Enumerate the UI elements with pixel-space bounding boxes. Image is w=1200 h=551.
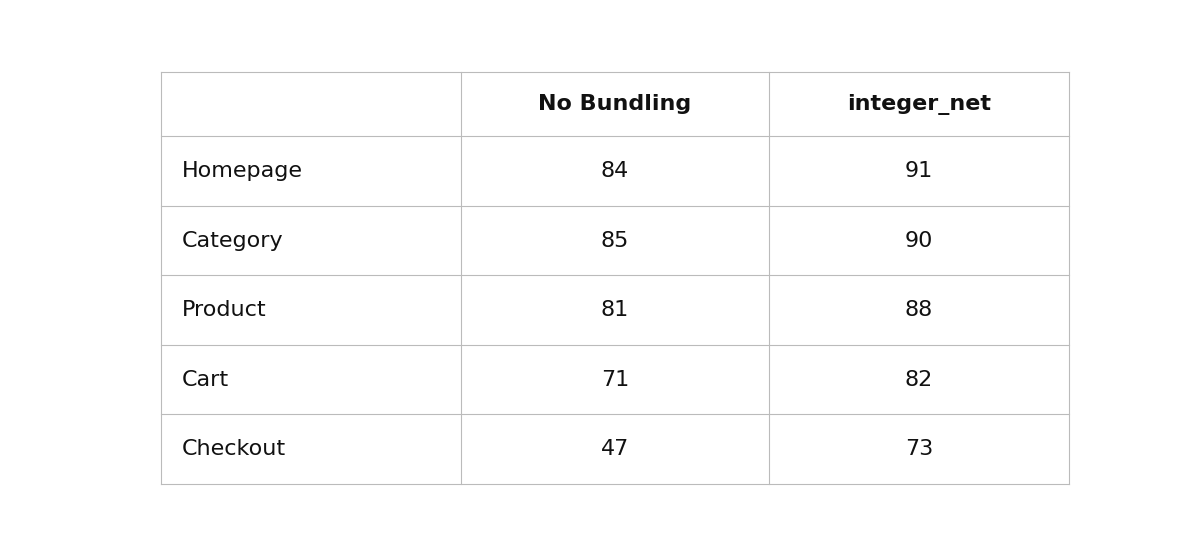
- Text: 81: 81: [601, 300, 629, 320]
- Text: 90: 90: [905, 231, 934, 251]
- Text: Category: Category: [181, 231, 283, 251]
- Text: Checkout: Checkout: [181, 439, 286, 459]
- Text: 84: 84: [601, 161, 629, 181]
- Text: 47: 47: [601, 439, 629, 459]
- Text: 85: 85: [601, 231, 629, 251]
- Text: Cart: Cart: [181, 370, 229, 390]
- Text: Product: Product: [181, 300, 266, 320]
- Text: 73: 73: [905, 439, 934, 459]
- Text: 82: 82: [905, 370, 934, 390]
- Text: No Bundling: No Bundling: [539, 94, 691, 115]
- Text: 88: 88: [905, 300, 934, 320]
- Text: 91: 91: [905, 161, 934, 181]
- Text: 71: 71: [601, 370, 629, 390]
- Text: Homepage: Homepage: [181, 161, 302, 181]
- Text: integer_net: integer_net: [847, 94, 991, 115]
